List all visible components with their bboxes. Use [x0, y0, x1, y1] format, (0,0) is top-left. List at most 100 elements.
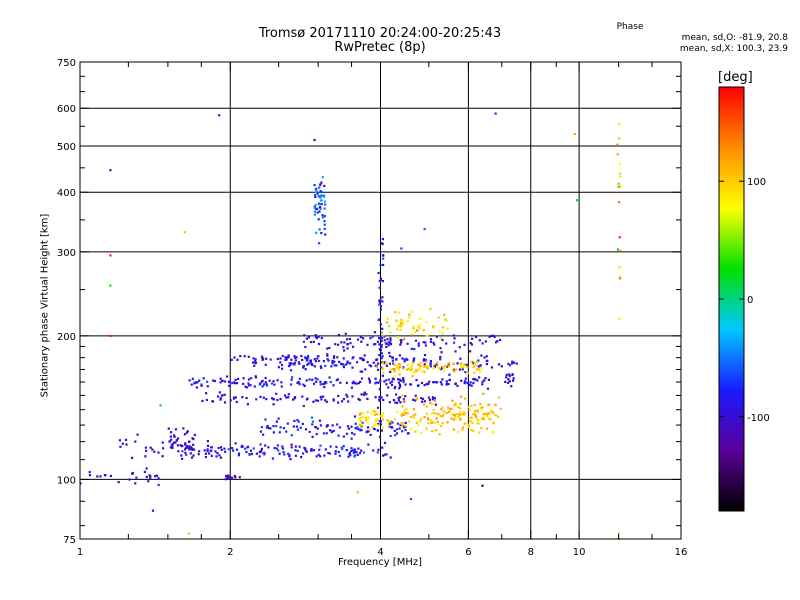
data-point	[440, 408, 443, 411]
data-point	[619, 250, 622, 253]
data-point	[443, 313, 446, 316]
data-point	[357, 428, 360, 431]
data-point	[297, 420, 300, 423]
data-point	[290, 378, 293, 381]
data-point	[470, 404, 473, 407]
data-point	[484, 412, 488, 415]
data-point	[327, 452, 330, 455]
data-point	[386, 338, 389, 341]
data-point	[382, 371, 385, 374]
data-point	[618, 266, 621, 269]
data-point	[262, 396, 265, 399]
data-point	[416, 329, 419, 332]
data-point	[377, 423, 380, 426]
data-point	[277, 449, 280, 452]
data-point	[479, 403, 482, 406]
data-point	[617, 532, 620, 535]
data-point	[309, 360, 312, 363]
data-point	[235, 382, 239, 385]
data-point	[442, 410, 445, 413]
chart-subtitle: RwPretec (8p)	[334, 40, 426, 55]
data-point	[441, 378, 444, 381]
data-point	[380, 346, 383, 349]
data-point	[485, 359, 488, 362]
data-point	[488, 403, 491, 406]
data-point	[444, 364, 447, 368]
data-point	[321, 176, 324, 179]
data-point	[206, 444, 210, 447]
data-point	[400, 318, 403, 321]
data-point	[350, 386, 353, 389]
data-point	[432, 412, 435, 415]
data-point	[315, 187, 318, 190]
data-point	[359, 412, 362, 415]
data-point	[149, 477, 152, 480]
data-point	[362, 412, 365, 415]
data-point	[422, 329, 425, 332]
data-point	[422, 359, 425, 362]
data-point	[398, 311, 401, 314]
data-point	[284, 358, 287, 361]
data-point	[192, 443, 195, 446]
data-point	[425, 382, 428, 386]
data-point	[323, 454, 326, 457]
data-point	[618, 201, 621, 204]
data-point	[381, 368, 385, 371]
data-point	[218, 391, 221, 394]
data-point	[445, 383, 448, 386]
data-point	[188, 379, 191, 382]
data-point	[476, 419, 479, 422]
data-point	[157, 483, 160, 487]
data-point	[350, 431, 354, 435]
data-point	[433, 365, 436, 368]
data-point	[218, 114, 221, 117]
data-point	[406, 358, 409, 361]
data-point	[144, 446, 147, 449]
data-point	[281, 354, 284, 357]
data-point	[504, 380, 507, 383]
data-point	[128, 478, 131, 481]
data-point	[254, 358, 257, 361]
data-point	[476, 410, 480, 413]
data-point	[413, 371, 416, 374]
data-point	[330, 365, 333, 368]
data-point	[295, 356, 298, 359]
data-point	[421, 397, 425, 401]
data-point	[505, 373, 508, 376]
data-point	[393, 368, 396, 371]
data-point	[462, 366, 465, 369]
data-point	[411, 325, 414, 328]
data-point	[333, 355, 336, 358]
data-point	[445, 411, 448, 415]
data-point	[408, 316, 411, 319]
data-point	[310, 449, 313, 452]
data-point	[219, 398, 222, 401]
data-point	[382, 334, 385, 337]
data-point	[252, 357, 255, 360]
data-point	[307, 355, 310, 358]
data-point	[389, 341, 392, 344]
data-point	[481, 383, 484, 386]
data-point	[276, 379, 279, 382]
data-point	[439, 358, 442, 361]
data-point	[324, 203, 327, 206]
data-point	[285, 396, 288, 399]
data-point	[472, 429, 475, 432]
colorbar-tick-label: 100	[747, 177, 766, 188]
data-point	[206, 380, 209, 383]
data-point	[398, 365, 402, 368]
data-point	[286, 422, 289, 425]
data-point	[495, 341, 498, 344]
data-point	[314, 195, 317, 198]
data-point	[370, 365, 373, 368]
data-point	[409, 367, 412, 370]
data-point	[477, 422, 480, 425]
data-point	[313, 213, 316, 216]
data-point	[425, 321, 428, 324]
data-point	[476, 422, 479, 425]
data-point	[385, 383, 388, 386]
data-point	[192, 438, 195, 441]
data-point	[297, 361, 300, 364]
data-point	[289, 383, 293, 386]
data-point	[278, 431, 281, 434]
